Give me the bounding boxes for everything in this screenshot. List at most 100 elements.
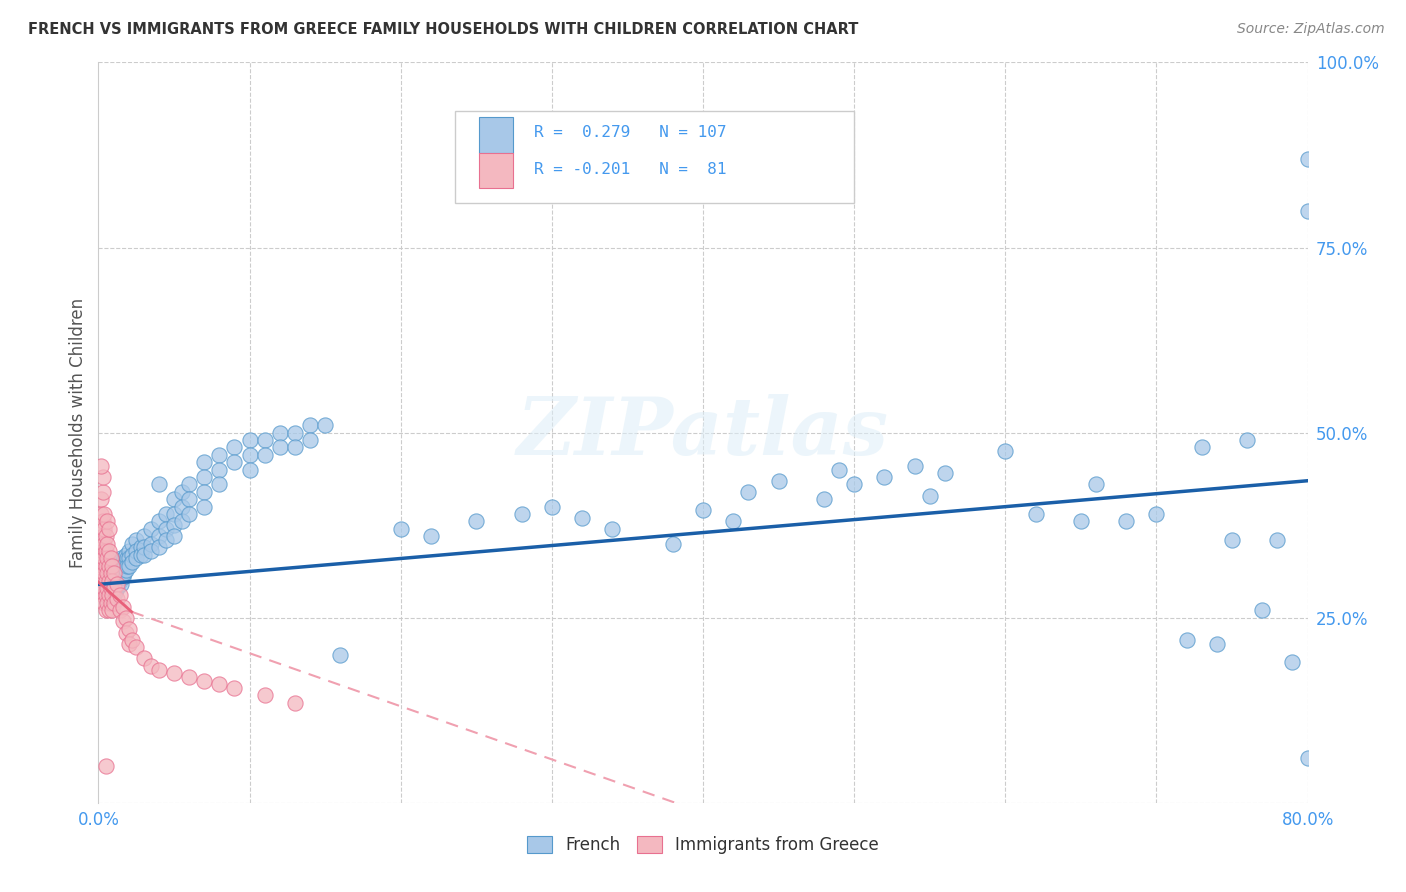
Point	[121, 548, 143, 562]
Point	[94, 589, 117, 603]
Point	[314, 418, 336, 433]
Point	[93, 596, 115, 610]
Point	[107, 563, 129, 577]
Point	[132, 541, 155, 555]
Point	[107, 555, 129, 569]
Point	[179, 477, 201, 491]
Point	[828, 462, 851, 476]
Point	[1251, 603, 1274, 617]
Point	[148, 477, 170, 491]
Point	[100, 551, 122, 566]
Point	[141, 658, 163, 673]
Point	[93, 581, 115, 595]
Legend: French, Immigrants from Greece: French, Immigrants from Greece	[520, 830, 886, 861]
Point	[994, 444, 1017, 458]
Point	[208, 462, 231, 476]
Point	[105, 574, 128, 588]
Point	[112, 551, 135, 566]
Point	[179, 670, 201, 684]
Point	[105, 558, 128, 573]
Point	[193, 500, 215, 514]
Point	[94, 529, 117, 543]
Point	[118, 551, 141, 566]
Point	[193, 673, 215, 688]
Point	[100, 596, 122, 610]
Point	[96, 566, 118, 581]
Point	[98, 522, 121, 536]
Point	[1220, 533, 1243, 547]
Point	[253, 689, 276, 703]
Point	[107, 570, 129, 584]
Point	[118, 558, 141, 573]
Point	[108, 589, 131, 603]
Point	[115, 558, 138, 573]
Point	[90, 458, 112, 473]
Point	[104, 584, 127, 599]
Point	[111, 555, 134, 569]
Point	[91, 589, 114, 603]
Point	[179, 507, 201, 521]
Point	[111, 599, 134, 614]
Point	[111, 563, 134, 577]
Point	[100, 581, 122, 595]
Point	[100, 570, 122, 584]
Point	[91, 574, 114, 588]
Point	[111, 615, 134, 629]
Point	[98, 566, 121, 581]
Point	[284, 425, 307, 440]
Point	[105, 581, 128, 595]
Point	[1070, 515, 1092, 529]
Point	[125, 544, 148, 558]
Point	[96, 551, 118, 566]
Point	[90, 563, 112, 577]
Point	[253, 448, 276, 462]
Point	[110, 577, 132, 591]
Point	[1296, 203, 1319, 218]
Point	[132, 548, 155, 562]
Point	[148, 541, 170, 555]
Point	[103, 566, 125, 581]
Point	[873, 470, 896, 484]
Point	[329, 648, 352, 662]
Y-axis label: Family Households with Children: Family Households with Children	[69, 298, 87, 567]
Point	[129, 548, 152, 562]
Point	[103, 596, 125, 610]
Point	[121, 632, 143, 647]
Point	[94, 603, 117, 617]
Point	[163, 666, 186, 681]
Point	[98, 589, 121, 603]
Point	[98, 574, 121, 588]
Point	[103, 558, 125, 573]
Point	[844, 477, 866, 491]
Point	[1281, 655, 1303, 669]
Text: R = -0.201   N =  81: R = -0.201 N = 81	[534, 162, 727, 178]
Point	[239, 462, 262, 476]
Point	[114, 625, 136, 640]
Point	[101, 566, 124, 581]
Point	[224, 681, 246, 695]
Point	[110, 570, 132, 584]
Point	[94, 558, 117, 573]
Text: Source: ZipAtlas.com: Source: ZipAtlas.com	[1237, 22, 1385, 37]
Point	[141, 544, 163, 558]
Point	[193, 455, 215, 469]
Point	[93, 551, 115, 566]
Point	[571, 510, 593, 524]
Point	[108, 566, 131, 581]
Bar	[479, 117, 513, 153]
Point	[1144, 507, 1167, 521]
Point	[96, 536, 118, 550]
Point	[100, 584, 122, 599]
Point	[723, 515, 745, 529]
Point	[90, 522, 112, 536]
Point	[132, 529, 155, 543]
Point	[1296, 152, 1319, 166]
Point	[104, 577, 127, 591]
Point	[90, 551, 112, 566]
Point	[100, 563, 122, 577]
Point	[155, 522, 177, 536]
Point	[239, 448, 262, 462]
Point	[253, 433, 276, 447]
Point	[114, 555, 136, 569]
Point	[91, 544, 114, 558]
